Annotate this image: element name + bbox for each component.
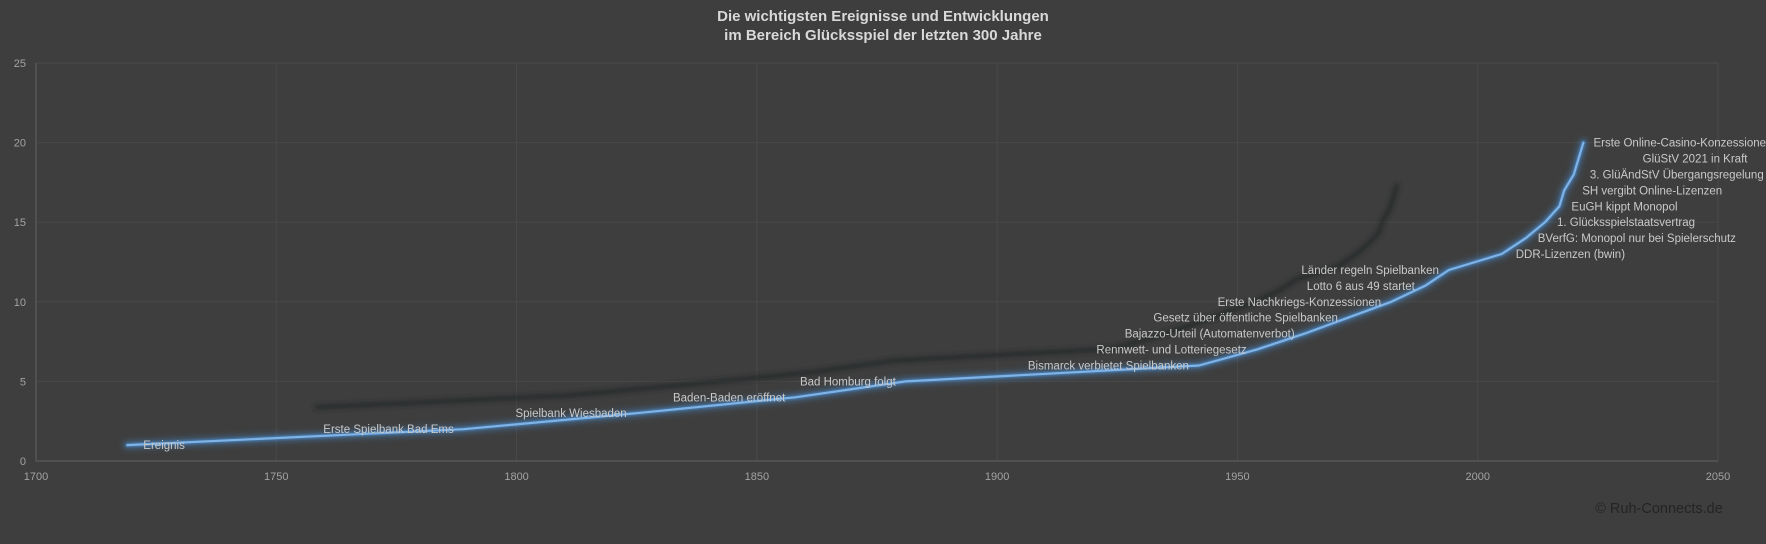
chart-title-line1: Die wichtigsten Ereignisse und Entwicklu… — [717, 8, 1049, 25]
event-label: SH vergibt Online-Lizenzen — [1582, 185, 1722, 197]
event-data-labels: Ereignis Erste Spielbank Bad Ems Spielbank… — [143, 138, 1766, 452]
event-label: Erste Online-Casino-Konzessionen — [1593, 138, 1766, 150]
event-label: EuGH kippt Monopol — [1571, 201, 1677, 213]
event-label: Spielbank Wiesbaden — [515, 408, 626, 420]
y-tick-label: 5 — [20, 376, 26, 388]
x-tick-label: 1850 — [745, 471, 769, 483]
y-tick-label: 20 — [14, 138, 26, 150]
x-tick-label: 1800 — [504, 471, 528, 483]
event-label: Ereignis — [143, 440, 185, 452]
event-label: Gesetz über öffentliche Spielbanken — [1153, 313, 1338, 325]
event-label: Bismarck verbietet Spielbanken — [1028, 360, 1189, 372]
y-tick-label: 0 — [20, 456, 26, 468]
y-axis-tick-labels: 0 5 10 15 20 25 — [14, 58, 26, 468]
axes — [35, 63, 1718, 462]
x-axis-tick-labels: 1700 1750 1800 1850 1900 1950 2000 2050 — [24, 471, 1730, 483]
watermark-text: © Ruh-Connects.de — [1595, 501, 1723, 517]
event-label: Rennwett- und Lotteriegesetz — [1096, 345, 1246, 357]
chart-title-line2: im Bereich Glücksspiel der letzten 300 J… — [724, 27, 1042, 44]
x-tick-label: 1950 — [1225, 471, 1249, 483]
event-label: Baden-Baden eröffnet — [673, 392, 786, 404]
event-label: Bajazzo-Urteil (Automatenverbot) — [1125, 329, 1295, 341]
x-tick-label: 1750 — [264, 471, 288, 483]
event-label: GlüStV 2021 in Kraft — [1643, 154, 1749, 166]
event-label: Erste Nachkriegs-Konzessionen — [1218, 297, 1382, 309]
y-tick-label: 10 — [14, 297, 26, 309]
event-label: Bad Homburg folgt — [800, 376, 897, 388]
event-label: 3. GlüÄndStV Übergangsregelung — [1590, 169, 1764, 181]
y-tick-label: 25 — [14, 58, 26, 70]
event-label: Länder regeln Spielbanken — [1301, 265, 1438, 277]
event-label: DDR-Lizenzen (bwin) — [1516, 249, 1625, 261]
event-label: 1. Glücksspielstaatsvertrag — [1557, 217, 1695, 229]
event-label: Lotto 6 aus 49 startet — [1307, 281, 1416, 293]
x-tick-label: 1700 — [24, 471, 48, 483]
x-tick-label: 2000 — [1465, 471, 1489, 483]
x-tick-label: 2050 — [1706, 471, 1730, 483]
x-tick-label: 1900 — [985, 471, 1009, 483]
series-line-ereignis — [126, 141, 1585, 447]
series-perspective-shadow — [314, 183, 1399, 410]
event-label: Erste Spielbank Bad Ems — [323, 424, 454, 436]
event-label: BVerfG: Monopol nur bei Spielerschutz — [1538, 233, 1736, 245]
y-tick-label: 15 — [14, 217, 26, 229]
gridlines — [35, 62, 1719, 462]
